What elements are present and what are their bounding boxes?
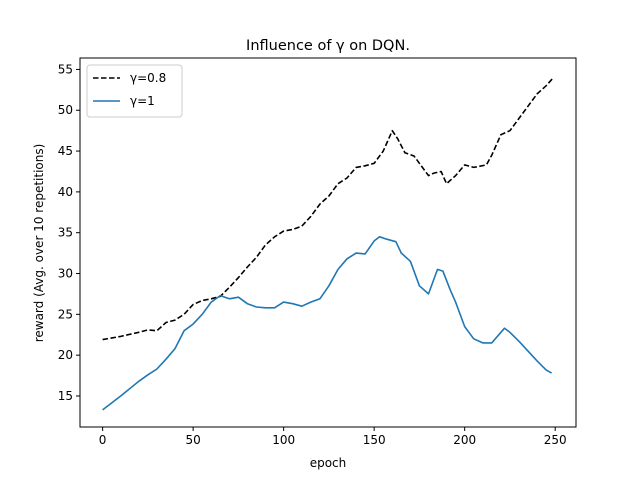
y-tick-label: 25 (58, 307, 73, 321)
axis-ticks: 0 50 100 150 200 250 15 20 25 30 35 40 45 50 55 (58, 62, 567, 447)
x-tick-label: 150 (363, 433, 386, 447)
legend: γ=0.8 γ=1 (86, 64, 183, 118)
x-tick-label: 250 (544, 433, 567, 447)
x-tick-label: 50 (185, 433, 200, 447)
y-tick-label: 35 (58, 226, 73, 240)
y-tick-label: 45 (58, 144, 73, 158)
chart-title: Influence of γ on DQN. (246, 38, 410, 54)
plot-area-frame (79, 57, 577, 428)
x-tick-label: 0 (99, 433, 107, 447)
y-tick-label: 50 (58, 103, 73, 117)
legend-label-1: γ=0.8 (130, 71, 166, 85)
x-tick-label: 100 (272, 433, 295, 447)
y-tick-label: 30 (58, 267, 73, 281)
y-tick-label: 55 (58, 62, 73, 76)
series-line-2 (102, 236, 553, 411)
x-axis-label: epoch (310, 456, 347, 470)
series-line-1 (102, 77, 554, 341)
y-axis-label: reward (Avg. over 10 repetitions) (32, 144, 46, 343)
legend-label-2: γ=1 (130, 94, 155, 108)
y-tick-label: 15 (58, 389, 73, 403)
y-tick-label: 40 (58, 185, 73, 199)
series-layer (102, 77, 554, 411)
x-tick-label: 200 (453, 433, 476, 447)
y-tick-label: 20 (58, 348, 73, 362)
